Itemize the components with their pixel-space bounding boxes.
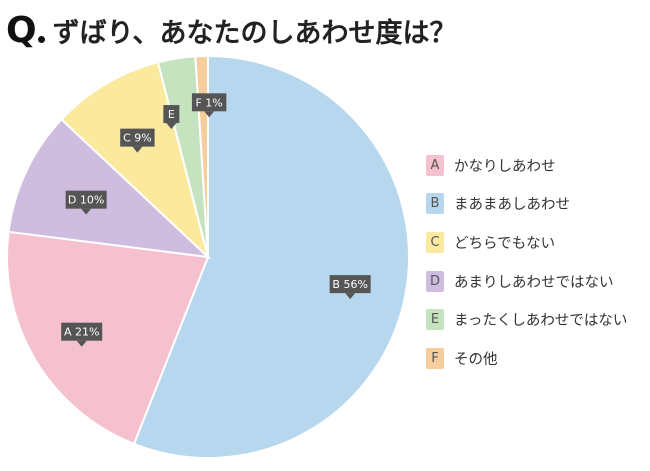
data-label-b: B 56% — [329, 275, 371, 300]
legend-label: まあまあしあわせ — [454, 197, 570, 214]
q-dot-icon — [37, 35, 45, 43]
data-label-pointer — [132, 146, 143, 153]
legend-label: かなりしあわせ — [454, 158, 556, 175]
chart-title: Q ずばり、あなたのしあわせ度は？ — [6, 6, 457, 54]
legend-label: その他 — [454, 351, 498, 368]
legend-item-f: F その他 — [426, 339, 627, 378]
legend-item-c: C どちらでもない — [426, 223, 627, 262]
data-label-c: C 9% — [120, 128, 155, 153]
legend-item-a: A かなりしあわせ — [426, 146, 627, 185]
legend-label: どちらでもない — [454, 235, 556, 252]
legend-swatch: D — [426, 270, 444, 292]
data-label-text: F 1% — [195, 96, 222, 109]
pie-slice-a — [6, 230, 210, 446]
pie-slice-b — [132, 54, 410, 459]
data-label-box — [120, 128, 155, 147]
legend-swatch: C — [426, 231, 444, 253]
pie-slice-c — [60, 61, 210, 261]
data-label-text: D 10% — [68, 194, 104, 207]
data-label-e: E — [163, 105, 180, 130]
data-label-pointer — [76, 340, 87, 347]
data-label-pointer — [345, 293, 356, 300]
legend-swatch: A — [426, 154, 444, 176]
title-text: ずばり、あなたのしあわせ度は？ — [52, 17, 457, 49]
legend-item-b: B まあまあしあわせ — [426, 185, 627, 224]
legend-item-e: E まったくしあわせではない — [426, 300, 627, 339]
legend-label: あまりしあわせではない — [454, 274, 614, 291]
legend: A かなりしあわせ B まあまあしあわせ C どちらでもない D あまりしあわせではない E まっ… — [426, 146, 627, 378]
data-label-a: A 21% — [61, 322, 103, 347]
data-label-pointer — [166, 123, 177, 130]
data-label-text: B 56% — [332, 278, 368, 291]
legend-swatch: B — [426, 193, 444, 215]
q-mark: Q — [6, 9, 37, 51]
data-label-d: D 10% — [65, 190, 107, 215]
data-label-text: A 21% — [64, 326, 99, 339]
data-label-box — [65, 190, 107, 209]
data-label-box — [191, 93, 227, 112]
data-label-pointer — [204, 111, 215, 118]
data-label-text: E — [168, 108, 175, 121]
data-label-box — [329, 275, 371, 294]
data-label-box — [163, 105, 180, 124]
pie-slice-d — [7, 117, 211, 259]
legend-swatch: F — [426, 347, 444, 369]
data-label-f: F 1% — [191, 93, 227, 118]
legend-item-d: D あまりしあわせではない — [426, 262, 627, 301]
legend-swatch: E — [426, 309, 444, 331]
data-label-text: C 9% — [123, 132, 152, 145]
data-label-pointer — [81, 208, 92, 215]
legend-label: まったくしあわせではない — [454, 313, 628, 330]
data-label-box — [61, 322, 103, 341]
